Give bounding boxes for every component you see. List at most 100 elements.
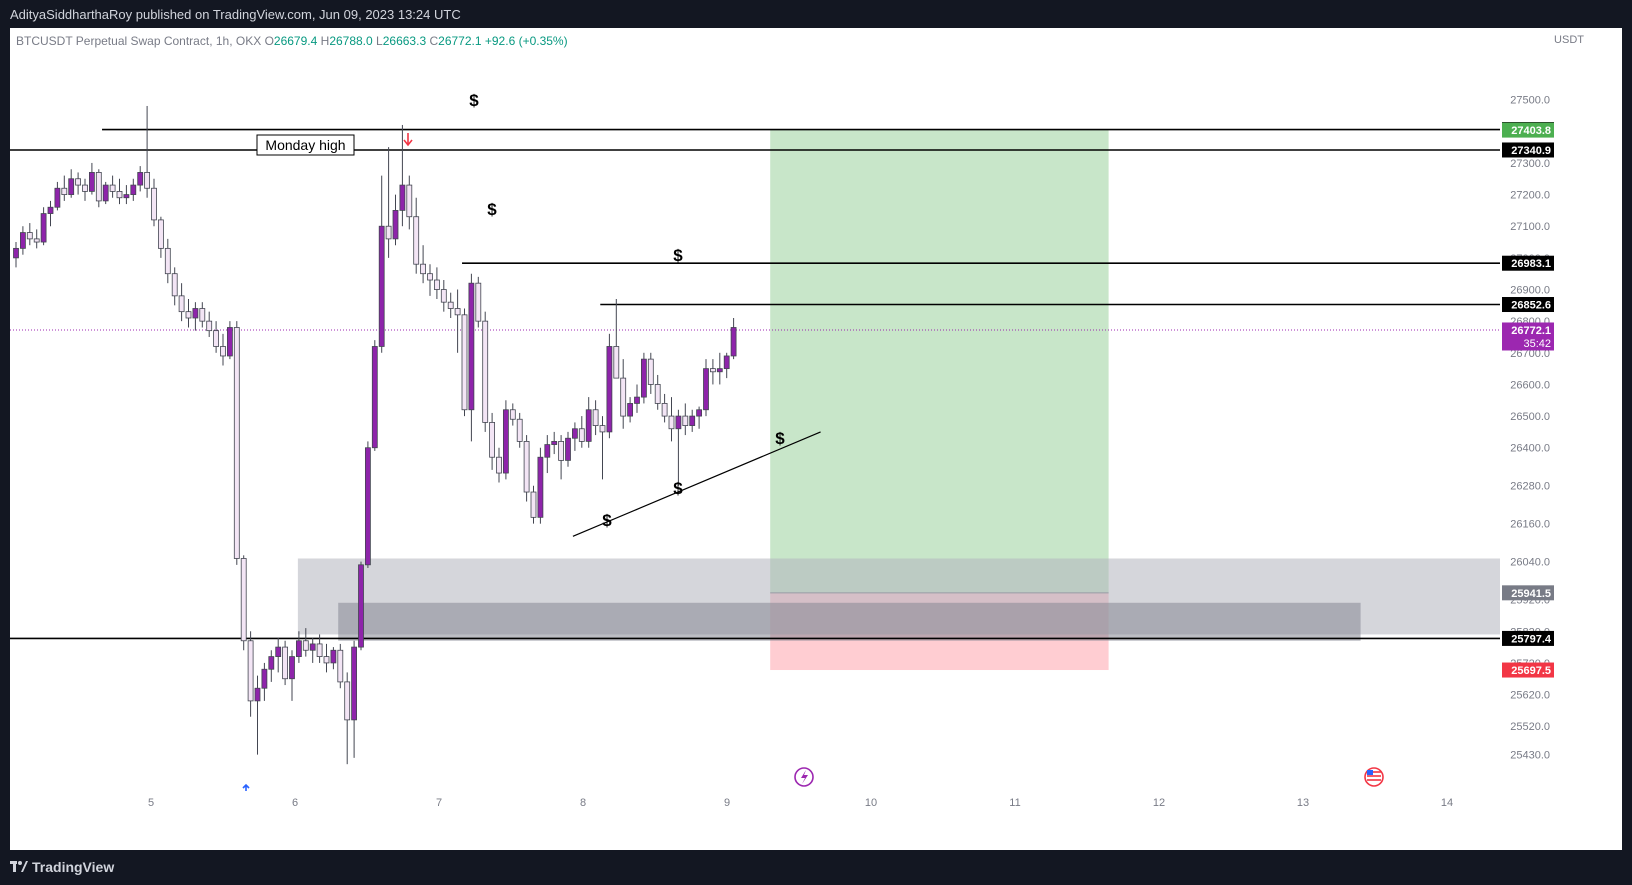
flag-canton — [1367, 770, 1373, 775]
price-tick-label: 26040.0 — [1510, 557, 1550, 569]
candle-body — [661, 403, 668, 417]
position-price-label-text: 25941.5 — [1511, 588, 1551, 600]
open-label: O — [264, 34, 274, 48]
candle-body — [371, 346, 378, 449]
candle-body — [620, 377, 627, 417]
liquidity-dollar-marker: $ — [673, 479, 683, 498]
high-label: H — [320, 34, 330, 48]
target-zone — [770, 130, 1109, 593]
candle-body — [682, 415, 689, 426]
last-price-label: 26772.135:42 — [1502, 322, 1554, 351]
position-price-label: 25941.5 — [1502, 585, 1554, 601]
price-tick-label: 25520.0 — [1510, 721, 1550, 733]
level-price-label: 27340.9 — [1502, 142, 1554, 158]
chart-pane[interactable]: Monday high$$$$$$ 27500.027400.027300.02… — [10, 28, 1622, 850]
candle-body — [26, 232, 33, 240]
candle-body — [420, 263, 427, 275]
candle-body — [475, 282, 482, 322]
liquidity-dollar-marker: $ — [775, 429, 785, 448]
candle-body — [447, 301, 454, 309]
candle-body — [433, 279, 440, 290]
candle-body — [509, 409, 516, 420]
level-price-label-text: 25797.4 — [1511, 633, 1552, 645]
candle-body — [233, 327, 240, 559]
candle-body — [523, 441, 530, 493]
candle-body — [302, 640, 309, 651]
candle-body — [502, 409, 509, 474]
footer-bar: TradingView — [0, 850, 1632, 885]
tradingview-logo[interactable]: TradingView — [10, 859, 114, 875]
candle-body — [220, 346, 226, 357]
monday-high-text: Monday high — [265, 137, 345, 153]
liquidity-dollar-marker: $ — [487, 200, 497, 219]
candle-body — [109, 184, 116, 192]
price-chart[interactable]: Monday high$$$$$$ 27500.027400.027300.02… — [10, 28, 1622, 850]
candle-body — [406, 184, 413, 218]
last-price-label-bg — [1502, 322, 1554, 351]
candle-body — [268, 656, 275, 670]
open-value: 26679.4 — [273, 34, 318, 48]
candle-body — [627, 403, 633, 417]
symbol-title: BTCUSDT Perpetual Swap Contract, 1h, OKX — [16, 34, 262, 48]
position-price-label-text: 25697.5 — [1511, 665, 1551, 677]
monday-high-box — [256, 134, 355, 156]
candle-body — [399, 184, 406, 211]
candle-body — [54, 187, 61, 208]
candle-body — [413, 216, 420, 265]
price-tick-label: 26700.0 — [1510, 348, 1550, 360]
candle-body — [19, 232, 26, 249]
candle-body — [496, 456, 502, 474]
candle-body — [696, 409, 702, 417]
monday-high-label: Monday high — [256, 134, 355, 156]
candle-body — [723, 355, 730, 370]
candle-body — [185, 311, 192, 319]
candle-body — [572, 428, 578, 439]
candle-body — [378, 225, 385, 347]
time-tick-label: 10 — [865, 797, 877, 809]
change-value: +92.6 (+0.35%) — [484, 34, 568, 48]
price-tick-label: 25620.0 — [1510, 690, 1550, 702]
candle-body — [247, 640, 254, 702]
lines-layer — [10, 128, 1500, 640]
time-tick-label: 7 — [436, 797, 442, 809]
candle-body — [454, 308, 461, 316]
candle-body — [730, 327, 737, 357]
earnings-event-icon[interactable] — [794, 767, 814, 787]
level-price-label-bg — [1502, 255, 1554, 271]
close-label: C — [429, 34, 439, 48]
price-axis[interactable]: 27500.027400.027300.027200.027100.027000… — [1510, 95, 1550, 762]
high-value: 26788.0 — [329, 34, 373, 48]
price-tick-label: 27200.0 — [1510, 190, 1550, 202]
time-tick-label: 11 — [1009, 797, 1020, 809]
level-price-label-text: 26852.6 — [1511, 300, 1551, 312]
zones-layer — [297, 130, 1500, 671]
candle-body — [654, 384, 661, 404]
position-price-label-bg — [1502, 585, 1554, 601]
candle-body — [461, 314, 468, 411]
candle-body — [385, 225, 392, 240]
candle-body — [144, 172, 151, 189]
level-price-label-bg — [1502, 630, 1554, 646]
price-tick-label: 26280.0 — [1510, 481, 1550, 493]
candle-body — [282, 646, 289, 680]
candle-body — [613, 346, 620, 379]
candle-body — [592, 409, 599, 426]
candle-body — [199, 308, 206, 322]
us-flag-event-icon[interactable] — [1364, 767, 1384, 787]
price-tick-label: 26160.0 — [1510, 519, 1550, 531]
candle-body — [323, 656, 330, 664]
candle-body — [261, 668, 268, 689]
close-value: 26772.1 — [438, 34, 482, 48]
time-axis[interactable]: 5 6 7 8 9 10 11 12 13 14 — [148, 797, 1453, 809]
candle-body — [482, 320, 489, 423]
liquidity-dollar-marker: $ — [469, 91, 479, 110]
last-price-label-countdown: 35:42 — [1523, 338, 1551, 350]
candle-body — [116, 191, 123, 199]
candle-body — [95, 172, 102, 202]
position-price-label-text: 27403.8 — [1511, 125, 1551, 137]
level-price-label-text: 26983.1 — [1511, 258, 1551, 270]
candle-body — [137, 172, 144, 186]
candle-body — [578, 428, 585, 442]
candle-body — [226, 327, 233, 357]
candle-body — [309, 643, 316, 651]
